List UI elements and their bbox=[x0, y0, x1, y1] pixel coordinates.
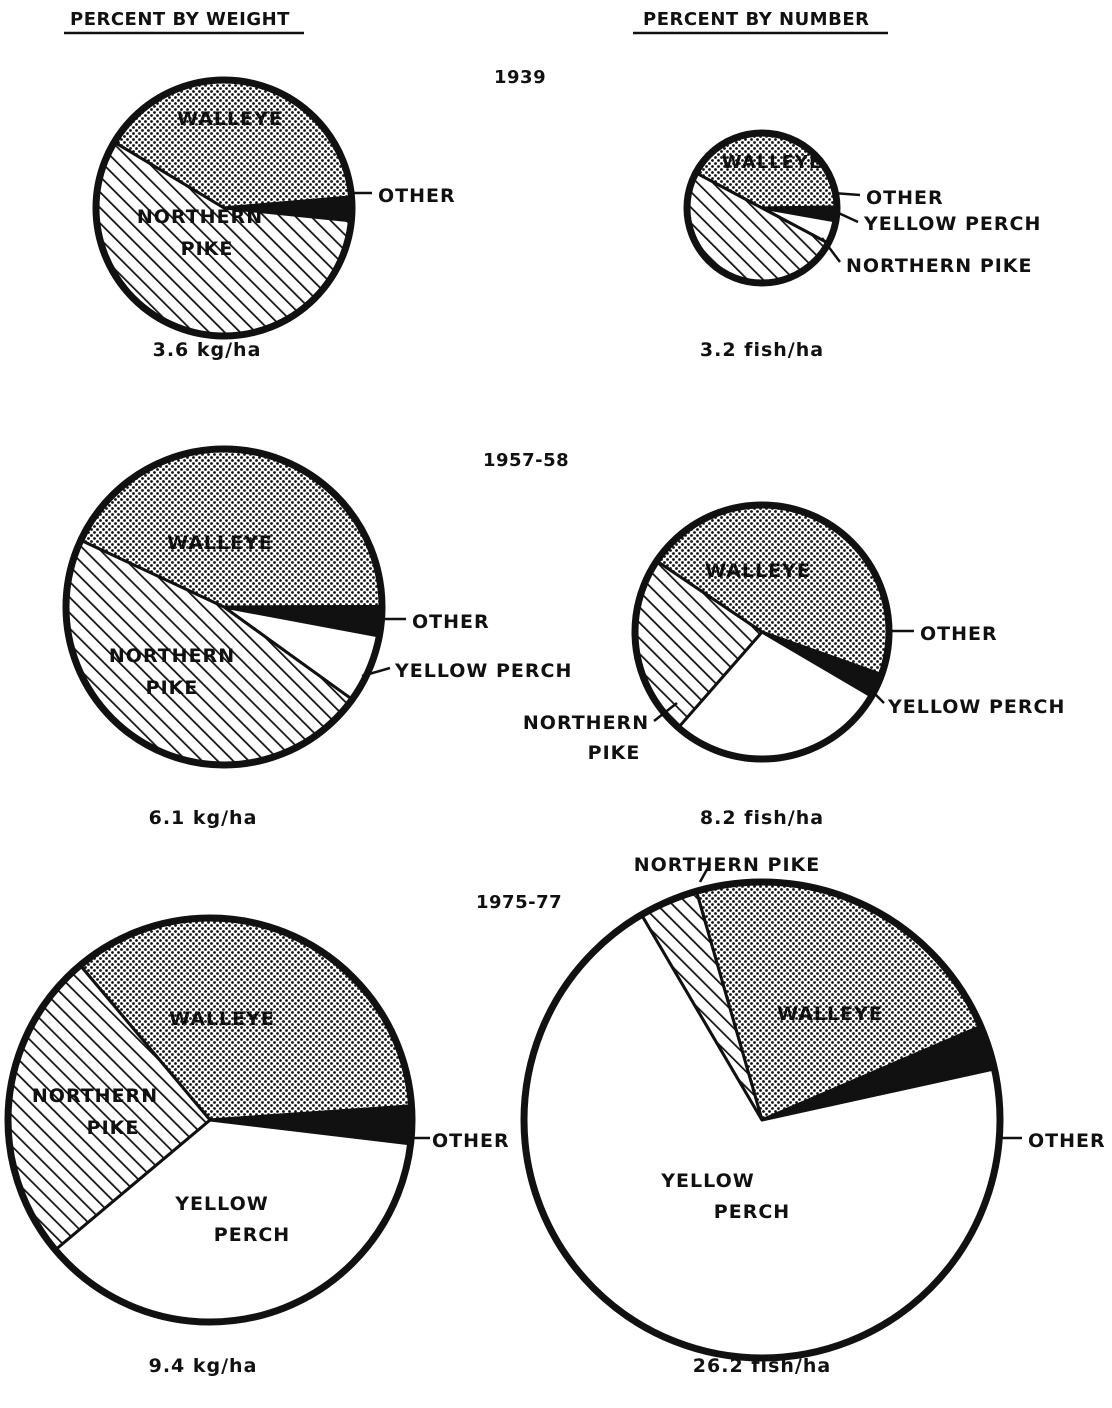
pie-outline bbox=[4, 914, 416, 1326]
p4-perch-label: YELLOW PERCH bbox=[887, 696, 1065, 718]
leader-p2-pike bbox=[821, 237, 841, 263]
pie-1957-58-weight bbox=[62, 445, 386, 769]
pie-outline bbox=[631, 501, 893, 763]
p1-pike-label-line1: NORTHERN bbox=[137, 206, 263, 228]
p6-perch-label-line1: YELLOW bbox=[660, 1170, 754, 1192]
pie-outline bbox=[683, 129, 841, 287]
leader-p2-perch bbox=[831, 208, 859, 224]
total-1957-58-weight: 6.1 kg/ha bbox=[149, 807, 258, 829]
p5-perch-label-line2: PERCH bbox=[214, 1224, 290, 1246]
p2-pike-label: NORTHERN PIKE bbox=[846, 255, 1033, 277]
p5-pike-label-line2: PIKE bbox=[87, 1117, 140, 1139]
header-percent-by-weight: PERCENT BY WEIGHT bbox=[70, 9, 290, 30]
header-percent-by-number: PERCENT BY NUMBER bbox=[643, 9, 869, 30]
p2-other-label: OTHER bbox=[866, 187, 944, 209]
p1-walleye-label: WALLEYE bbox=[177, 108, 283, 130]
p5-pike-label-line1: NORTHERN bbox=[32, 1085, 158, 1107]
leader-p6-pike bbox=[698, 863, 712, 883]
pie-outline bbox=[520, 878, 1004, 1362]
period-label-1975-77: 1975-77 bbox=[476, 892, 562, 913]
pie-1939-number bbox=[683, 129, 841, 287]
leader-p2-other bbox=[832, 191, 861, 197]
p6-perch-label-line2: PERCH bbox=[714, 1201, 790, 1223]
period-label-1957-58: 1957-58 bbox=[483, 450, 569, 471]
leader-lines bbox=[352, 191, 1022, 1140]
p5-perch-label-line1: YELLOW bbox=[174, 1193, 268, 1215]
p4-pike-label-line2: PIKE bbox=[588, 742, 641, 764]
total-1939-number: 3.2 fish/ha bbox=[700, 339, 824, 361]
p3-pike-label-line2: PIKE bbox=[146, 677, 199, 699]
pie-1939-weight bbox=[92, 76, 356, 340]
p5-other-label: OTHER bbox=[432, 1130, 510, 1152]
pie-outline bbox=[62, 445, 386, 769]
leader-p3-perch bbox=[361, 666, 391, 678]
pie-1975-77-number bbox=[520, 878, 1004, 1362]
total-1975-77-number: 26.2 fish/ha bbox=[693, 1355, 831, 1377]
leader-p4-pike bbox=[653, 702, 678, 722]
p6-walleye-label: WALLEYE bbox=[777, 1003, 883, 1025]
p3-perch-label: YELLOW PERCH bbox=[394, 660, 572, 682]
p2-walleye-label: WALLEYE bbox=[722, 152, 823, 173]
p4-walleye-label: WALLEYE bbox=[705, 560, 811, 582]
p2-perch-label: YELLOW PERCH bbox=[863, 213, 1041, 235]
p4-other-label: OTHER bbox=[920, 623, 998, 645]
p1-other-label: OTHER bbox=[378, 185, 456, 207]
pie-1957-58-number bbox=[631, 501, 893, 763]
pie-1975-77-weight bbox=[4, 914, 416, 1326]
total-1975-77-weight: 9.4 kg/ha bbox=[149, 1355, 258, 1377]
period-label-1939: 1939 bbox=[494, 67, 546, 88]
p5-walleye-label: WALLEYE bbox=[169, 1008, 275, 1030]
total-1939-weight: 3.6 kg/ha bbox=[153, 339, 262, 361]
leader-p4-perch bbox=[867, 686, 885, 704]
total-1957-58-number: 8.2 fish/ha bbox=[700, 807, 824, 829]
p3-walleye-label: WALLEYE bbox=[167, 532, 273, 554]
p3-other-label: OTHER bbox=[412, 611, 490, 633]
pie-outline bbox=[92, 76, 356, 340]
p6-other-label: OTHER bbox=[1028, 1130, 1106, 1152]
p4-pike-label-line1: NORTHERN bbox=[523, 712, 649, 734]
p3-pike-label-line1: NORTHERN bbox=[109, 645, 235, 667]
p1-pike-label-line2: PIKE bbox=[181, 238, 234, 260]
p6-pike-label: NORTHERN PIKE bbox=[634, 854, 821, 876]
